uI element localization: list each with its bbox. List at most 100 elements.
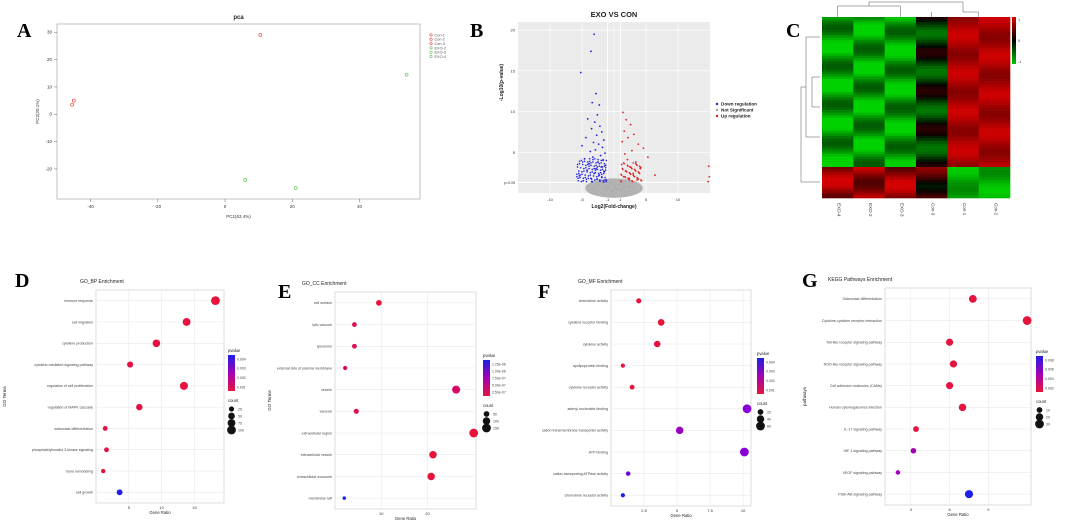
heatmap-cell [822,55,854,59]
heatmap-cell [822,164,854,168]
kegg-dot [895,470,901,475]
heatmap-cell [822,143,854,147]
volcano-point [578,162,581,165]
volcano-point [583,158,586,160]
heatmap-cell [822,125,854,129]
kegg-legend-count-label: 10 [1046,408,1050,412]
heatmap-cell [822,27,854,31]
volcano-point [588,160,591,163]
heatmap-cell [978,19,1011,23]
volcano-point [584,174,586,176]
heatmap-cell [822,24,854,28]
volcano-point [579,71,582,74]
heatmap-cell [978,192,1011,196]
go-cc-legend-pvalue-tick: 1.00e-06 [492,369,506,373]
volcano-point [589,174,592,176]
volcano-point [601,175,603,178]
go-mf-dot [653,340,661,348]
kegg-dot [964,490,974,499]
go-cc-legend-pvalue-tick: 7.50e-07 [492,376,506,380]
heatmap-cell [853,29,885,33]
volcano-point [591,156,594,159]
heatmap-cell [853,53,885,57]
volcano-point [639,186,642,189]
heatmap-col-dendrogram [837,1,979,17]
heatmap-cell [978,148,1011,152]
volcano-y-tick-label: 5 [513,150,516,155]
heatmap-cell [853,99,885,103]
heatmap-cell [947,143,979,147]
volcano-point [600,166,603,168]
volcano-point [601,166,604,168]
volcano-legend-marker [715,108,719,112]
go-mf-category-label: cytokine receptor binding [568,321,608,325]
pca-legend-label: Con-2 [435,38,445,42]
volcano-point [634,162,637,165]
heatmap-cell [853,187,885,191]
heatmap-cell [853,156,885,160]
go-bp-category-label: regulation of cell proliferation [47,384,93,388]
heatmap-cell [853,159,885,163]
heatmap-cell [884,117,917,121]
heatmap-cell [916,115,948,119]
go-mf-dot [625,471,631,476]
volcano-point [597,175,600,177]
go-mf-category-label: cation-transporting ATPase activity [553,472,608,476]
heatmap-cell [978,89,1011,93]
volcano-point [576,163,579,166]
volcano-point [592,161,594,163]
go-mf-dot [620,493,626,498]
volcano-point [595,167,597,170]
volcano-point [624,175,626,178]
heatmap-cell [884,174,917,178]
heatmap-cell [947,45,979,49]
heatmap-cell [884,112,917,116]
volcano-point [578,170,580,172]
volcano-point [583,170,585,172]
heatmap-cell [978,40,1011,44]
go-mf-dot [636,298,642,304]
volcano-point [592,141,595,144]
heatmap-cell [978,179,1011,183]
volcano-point [576,166,579,168]
heatmap-cell [978,60,1011,64]
go-mf-category-label: apolipoprotein binding [573,364,608,368]
pca-y-label: PC2(20.1%) [35,99,40,124]
heatmap-column-label: EXO-4 [837,203,842,217]
go-bp-legend-count-dot [227,419,236,427]
go-mf-dot [675,426,684,435]
go-mf-dot [620,363,626,368]
heatmap-cell [947,71,979,75]
volcano-point [596,168,599,171]
volcano-x-tick-label: -10 [547,197,554,202]
go-mf-legend-pvalue-tick: 0.001 [766,388,775,392]
heatmap-cell [947,97,979,101]
heatmap-cell [947,177,979,181]
volcano-point [587,185,590,188]
heatmap-cell [884,125,917,129]
volcano-point [598,162,601,165]
heatmap-cell [853,104,885,108]
go-bp-legend-count-label: 100 [238,428,244,432]
heatmap-cell [853,55,885,59]
heatmap-cell [978,94,1011,98]
kegg-x-tick-label: 3 [910,507,913,512]
heatmap-cell [947,81,979,85]
pca-x-tick-label: 20 [290,204,296,209]
panel-label-b: B [470,20,484,42]
go-bp-title: GO_BP Enrichment [80,279,124,285]
heatmap-cell [978,86,1011,90]
heatmap-cell [853,68,885,72]
kegg-dot [910,447,917,454]
kegg-legend-count-dot [1035,413,1044,421]
heatmap-cell [853,172,885,176]
heatmap-cell [978,68,1011,72]
volcano-point [601,173,603,176]
volcano-legend-marker [715,102,719,106]
heatmap-cell [947,141,979,144]
heatmap-cell [884,146,917,150]
heatmap-column-label: EXO-2 [868,203,873,217]
heatmap-cell [822,63,854,67]
volcano-point [597,158,599,161]
